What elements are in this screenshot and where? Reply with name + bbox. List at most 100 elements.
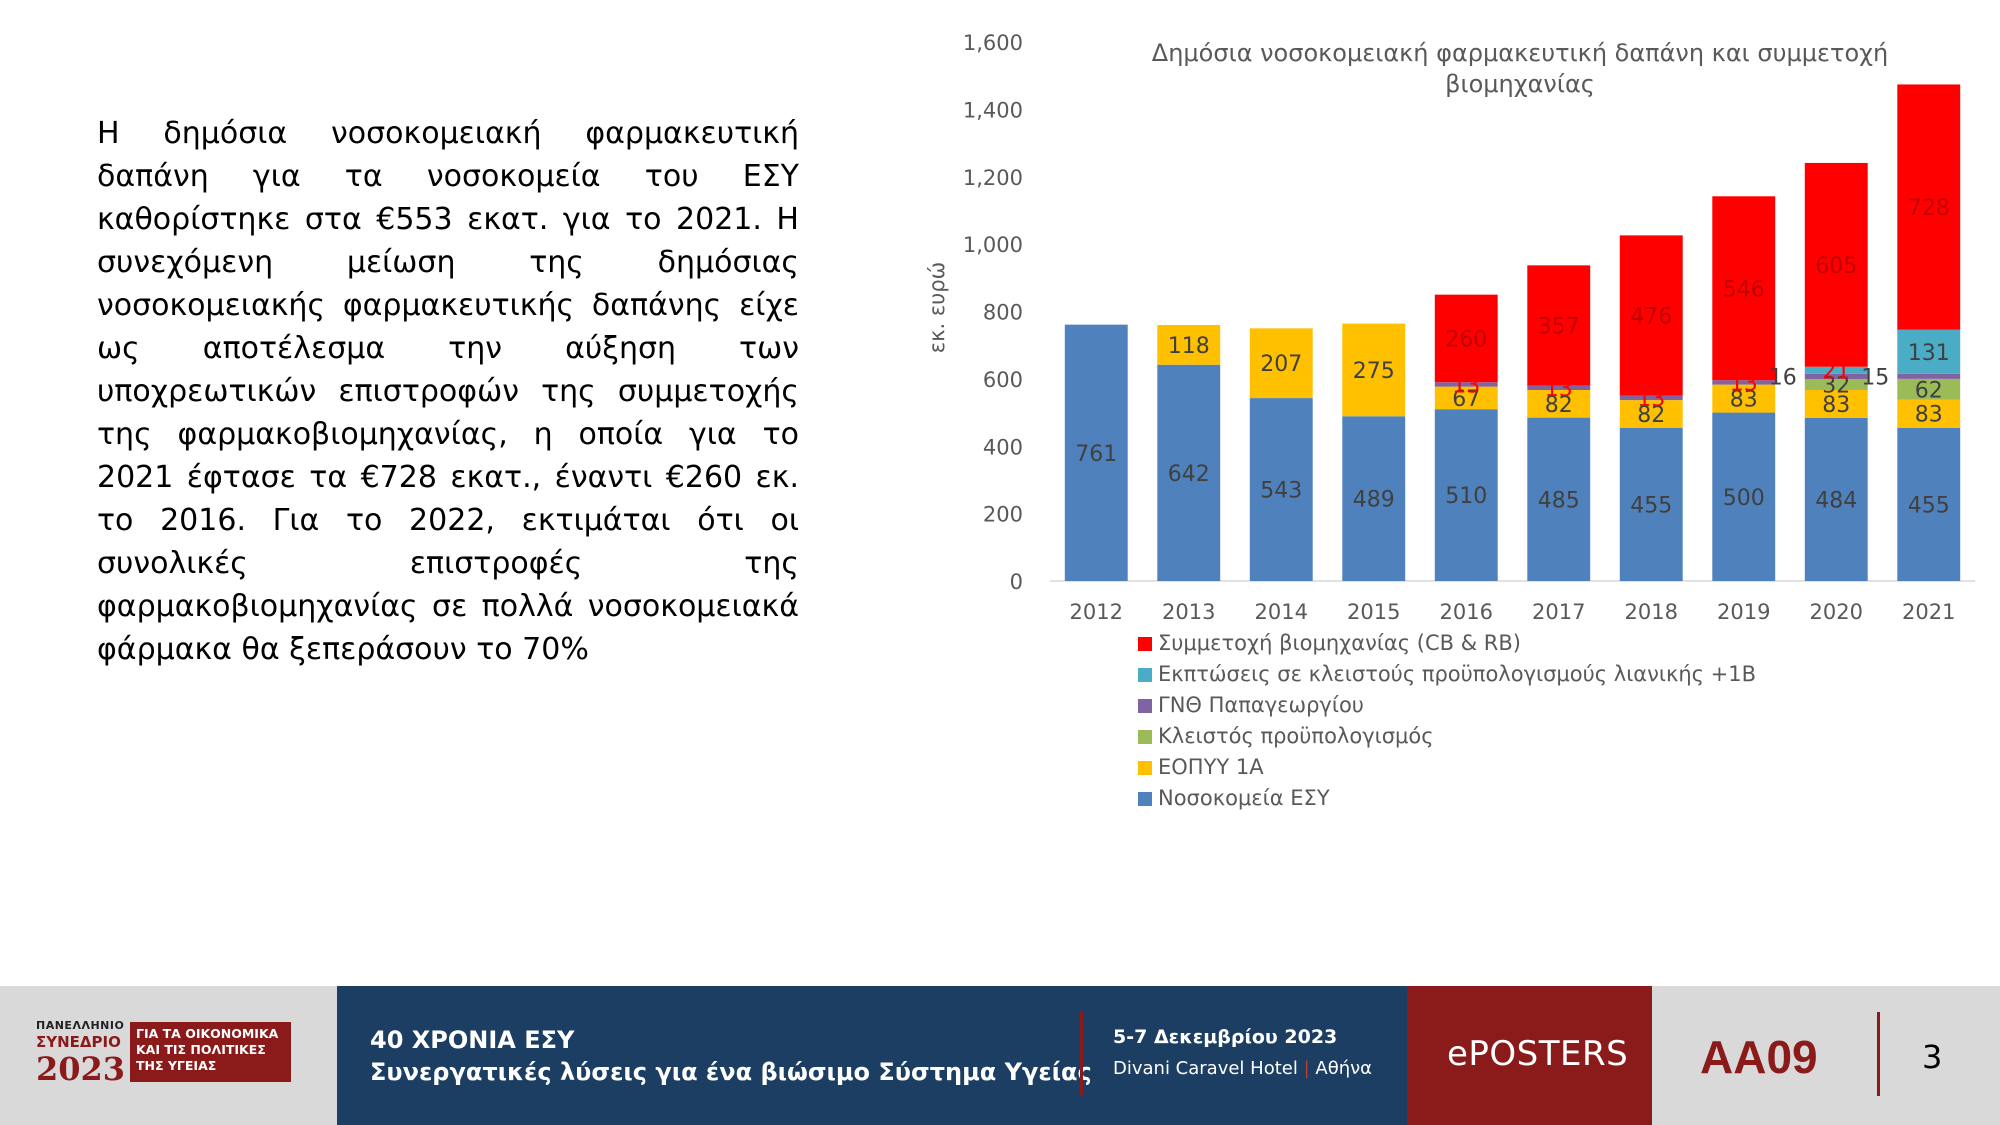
footer-subtitle: Συνεργατικές λύσεις για ένα βιώσιμο Σύστ… (370, 1058, 1092, 1086)
bar-segment (1897, 427, 1961, 581)
bar-segment (1434, 409, 1498, 581)
bar-segment (1527, 265, 1591, 386)
bar-segment (1064, 324, 1128, 581)
venue-city: Αθήνα (1315, 1058, 1373, 1079)
y-axis-label: εκ. ευρώ (925, 262, 949, 354)
data-label: 67 (1452, 387, 1480, 412)
footer-title-block: 40 ΧΡΟΝΙΑ ΕΣΥ Συνεργατικές λύσεις για έν… (337, 986, 1407, 1125)
conference-logo: ΠΑΝΕΛΛΗΝΙΟ ΣΥΝΕΔΡΙΟ 2023 ΓΙΑ ΤΑ ΟΙΚΟΝΟΜΙ… (0, 986, 337, 1125)
data-label: 260 (1445, 327, 1487, 352)
y-tick-label: 1,200 (963, 166, 1023, 190)
bar-segment (1157, 324, 1221, 365)
data-label: 605 (1815, 254, 1857, 279)
page-number: 3 (1922, 1038, 1943, 1076)
data-label: 357 (1538, 314, 1580, 339)
bar-segment (1712, 412, 1776, 581)
data-label: 15 (1861, 365, 1889, 390)
y-tick-label: 400 (983, 435, 1023, 459)
data-label: 13 (1545, 377, 1573, 402)
code-divider (1877, 1012, 1880, 1096)
bar-segment (1342, 416, 1406, 581)
logo-year: 2023 (36, 1050, 126, 1088)
logo-line-2: ΣΥΝΕΔΡΙΟ (36, 1033, 121, 1051)
eposters-block: ePOSTERS (1407, 986, 1652, 1125)
logo-box-line: ΚΑΙ ΤΙΣ ΠΟΛΙΤΙΚΕΣ (136, 1042, 266, 1057)
data-label: 485 (1538, 488, 1580, 513)
legend-label: Νοσοκομεία ΕΣΥ (1158, 786, 1330, 810)
data-label: 489 (1353, 488, 1395, 513)
legend-label: ΓΝΘ Παπαγεωργίου (1158, 693, 1364, 717)
legend-label: ΕΟΠΥΥ 1Α (1158, 755, 1264, 779)
x-tick-label: 2017 (1532, 600, 1585, 624)
data-label: 131 (1908, 341, 1950, 366)
x-tick-label: 2012 (1070, 600, 1123, 624)
x-tick-label: 2019 (1717, 600, 1770, 624)
data-label: 728 (1908, 196, 1950, 221)
legend-swatch (1138, 699, 1152, 713)
data-label: 543 (1260, 479, 1302, 504)
data-label: 207 (1260, 352, 1302, 377)
data-label: 16 (1769, 366, 1797, 391)
bar-segment (1712, 380, 1776, 385)
legend-label: Συμμετοχή βιομηχανίας (CB & RB) (1158, 631, 1521, 655)
data-label: 13 (1637, 387, 1665, 412)
bar-segment (1434, 386, 1498, 410)
bar-segment (1804, 379, 1868, 390)
logo-box-line: ΤΗΣ ΥΓΕΙΑΣ (136, 1058, 217, 1073)
data-label: 83 (1730, 388, 1758, 413)
bar-segment (1619, 235, 1683, 396)
bar-segment (1434, 382, 1498, 387)
y-tick-label: 200 (983, 503, 1023, 527)
bar-segment (1434, 294, 1498, 383)
logo-box: ΓΙΑ ΤΑ ΟΙΚΟΝΟΜΙΚΑ ΚΑΙ ΤΙΣ ΠΟΛΙΤΙΚΕΣ ΤΗΣ … (130, 1022, 291, 1082)
data-label: 484 (1815, 488, 1857, 513)
bar-segment (1804, 373, 1868, 380)
legend-swatch (1138, 730, 1152, 744)
data-label: 62 (1915, 378, 1943, 403)
data-label: 82 (1637, 403, 1665, 428)
venue-separator: | (1303, 1058, 1310, 1079)
data-label: 455 (1630, 493, 1672, 518)
bar-segment (1897, 378, 1961, 400)
data-label: 476 (1630, 305, 1672, 330)
legend-swatch (1138, 792, 1152, 806)
bar-segment (1804, 366, 1868, 374)
x-tick-label: 2021 (1902, 600, 1955, 624)
bar-segment (1249, 328, 1313, 399)
y-tick-label: 1,600 (963, 31, 1023, 55)
chart-title: Δημόσια νοσοκομειακή φαρμακευτική δαπάνη… (1152, 39, 1888, 67)
data-label: 83 (1822, 393, 1850, 418)
bar-segment (1712, 196, 1776, 381)
x-tick-label: 2018 (1625, 600, 1678, 624)
data-label: 500 (1723, 486, 1765, 511)
y-tick-label: 1,400 (963, 98, 1023, 122)
eposters-label: ePOSTERS (1447, 1034, 1629, 1074)
x-tick-label: 2020 (1810, 600, 1863, 624)
data-label: 642 (1168, 462, 1210, 487)
y-tick-label: 0 (1010, 570, 1023, 594)
chart-svg: Δημόσια νοσοκομειακή φαρμακευτική δαπάνη… (925, 31, 1975, 810)
data-label: 510 (1445, 484, 1487, 509)
legend-swatch (1138, 637, 1152, 651)
data-label: 13 (1730, 371, 1758, 396)
footer-banner: ΠΑΝΕΛΛΗΝΙΟ ΣΥΝΕΔΡΙΟ 2023 ΓΙΑ ΤΑ ΟΙΚΟΝΟΜΙ… (0, 986, 2000, 1125)
bar-segment (1527, 389, 1591, 418)
poster-code-block: AA09 3 (1652, 986, 2000, 1125)
data-label: 83 (1915, 403, 1943, 428)
legend-swatch (1138, 668, 1152, 682)
data-label: 82 (1545, 393, 1573, 418)
stacked-bar-chart: Δημόσια νοσοκομειακή φαρμακευτική δαπάνη… (900, 20, 1980, 840)
x-tick-label: 2016 (1440, 600, 1493, 624)
y-tick-label: 600 (983, 368, 1023, 392)
data-label: 13 (1452, 373, 1480, 398)
legend-swatch (1138, 761, 1152, 775)
data-label: 275 (1353, 359, 1395, 384)
bar-segment (1897, 84, 1961, 330)
legend-label: Κλειστός προϋπολογισμός (1158, 724, 1434, 748)
bar-segment (1619, 400, 1683, 428)
venue-name: Divani Caravel Hotel (1113, 1058, 1298, 1079)
bar-segment (1342, 323, 1406, 417)
bar-segment (1804, 162, 1868, 367)
bar-segment (1712, 384, 1776, 413)
data-label: 32 (1822, 374, 1850, 399)
